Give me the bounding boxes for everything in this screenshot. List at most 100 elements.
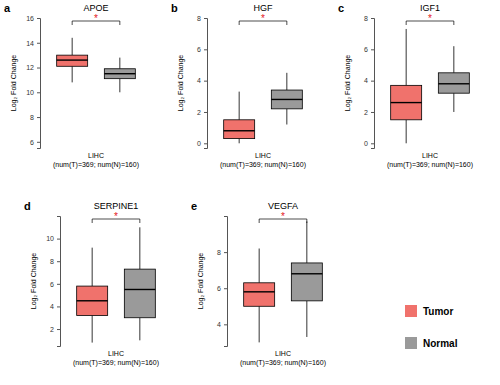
axis-line: [57, 217, 61, 347]
box: [291, 221, 322, 337]
title: HGF: [254, 3, 274, 13]
median: [271, 99, 302, 100]
tick-label: 10: [46, 235, 54, 242]
tick-mark: [57, 284, 60, 285]
tick: 4: [50, 303, 60, 310]
whisker: [286, 73, 287, 90]
tick-label: 8: [50, 258, 54, 265]
plot-area: [391, 29, 470, 143]
tick-mark: [37, 18, 40, 19]
tick-label: 6: [364, 46, 368, 53]
plot-area: [244, 221, 323, 342]
x-label: (num(T)=369; num(N)=160): [73, 359, 159, 367]
tick-label: 16: [26, 15, 34, 22]
plot-area: [77, 227, 156, 342]
box: [124, 227, 155, 340]
tick: 0: [364, 140, 374, 147]
median: [77, 300, 108, 301]
legend-item: Tumor: [405, 305, 453, 317]
median: [124, 289, 155, 290]
whisker: [306, 221, 307, 263]
tick-label: 10: [26, 89, 34, 96]
tick-mark: [204, 81, 207, 82]
tick: 8: [364, 15, 374, 22]
tick-label: 8: [30, 114, 34, 121]
title: SERPINE1: [94, 201, 139, 211]
tick-mark: [57, 239, 60, 240]
panel: bHGF02468Log₂ Fold ChangeLIHC(num(T)=369…: [171, 2, 306, 169]
y-label: Log₂ Fold Change: [344, 55, 352, 112]
figure: aAPOE6810121416Log₂ Fold ChangeLIHC(num(…: [0, 0, 500, 385]
panel-letter: c: [338, 2, 344, 14]
tick: 2: [197, 109, 207, 116]
whisker: [406, 29, 407, 85]
tick-label: 0: [364, 140, 368, 147]
y-axis: 6810121416: [26, 15, 40, 149]
whisker: [453, 93, 454, 112]
annotation: *: [94, 13, 98, 24]
tick-label: 0: [197, 140, 201, 147]
tick-mark: [204, 18, 207, 19]
axis-line: [224, 217, 228, 347]
tick-label: 4: [217, 321, 221, 328]
tick: 6: [30, 139, 40, 146]
box-body: [224, 120, 255, 139]
tick-mark: [371, 143, 374, 144]
y-label: Log₂ Fold Change: [10, 55, 18, 112]
x-label: LIHC: [275, 350, 291, 357]
title: APOE: [83, 3, 108, 13]
tick-mark: [57, 306, 60, 307]
tick-label: 2: [50, 326, 54, 333]
tick-label: 2: [197, 109, 201, 116]
y-axis: 0 2 4 6 8: [364, 15, 374, 149]
tick-mark: [57, 261, 60, 262]
axis-line: [371, 19, 375, 149]
tick-mark: [37, 92, 40, 93]
tick: 8: [30, 114, 40, 121]
tick-label: 4: [197, 77, 201, 84]
tick-label: 4: [364, 77, 368, 84]
panel: aAPOE6810121416Log₂ Fold ChangeLIHC(num(…: [4, 2, 139, 169]
tick: 8: [197, 15, 207, 22]
tick-mark: [57, 329, 60, 330]
tick: 6: [364, 46, 374, 53]
panel: dSERPINE1246810Log₂ Fold ChangeLIHC(num(…: [24, 200, 159, 367]
tick-label: 8: [217, 249, 221, 256]
tick-mark: [371, 81, 374, 82]
y-axis: 4 6 8: [217, 217, 227, 347]
box-body: [244, 283, 275, 306]
tick-mark: [224, 288, 227, 289]
tick-label: 2: [364, 109, 368, 116]
whisker: [72, 38, 73, 55]
panel-letter: e: [191, 200, 197, 212]
y-label: Log₂ Fold Change: [177, 55, 185, 112]
tick: 14: [26, 40, 40, 47]
box-body: [391, 85, 422, 119]
tick: 6: [197, 46, 207, 53]
whisker: [119, 58, 120, 69]
box-body: [438, 73, 469, 93]
panel-letter: d: [24, 200, 31, 212]
box: [438, 46, 469, 112]
whisker: [92, 315, 93, 342]
tick: 2: [364, 109, 374, 116]
tick: 8: [217, 249, 227, 256]
tick-label: 6: [197, 46, 201, 53]
tick: 10: [46, 235, 60, 242]
tick-label: 4: [50, 303, 54, 310]
median: [291, 273, 322, 274]
median: [391, 102, 422, 103]
tick: 4: [364, 77, 374, 84]
panel-letter: a: [4, 2, 11, 14]
tick: 4: [217, 321, 227, 328]
x-label: (num(T)=369; num(N)=160): [240, 359, 326, 367]
legend-label: Tumor: [423, 306, 453, 317]
tick: 10: [26, 89, 40, 96]
panel-letter: b: [171, 2, 178, 14]
tick-label: 14: [26, 40, 34, 47]
median: [438, 83, 469, 84]
annotation: *: [428, 13, 432, 24]
tick-label: 6: [50, 281, 54, 288]
tick-label: 6: [217, 285, 221, 292]
median: [244, 291, 275, 292]
